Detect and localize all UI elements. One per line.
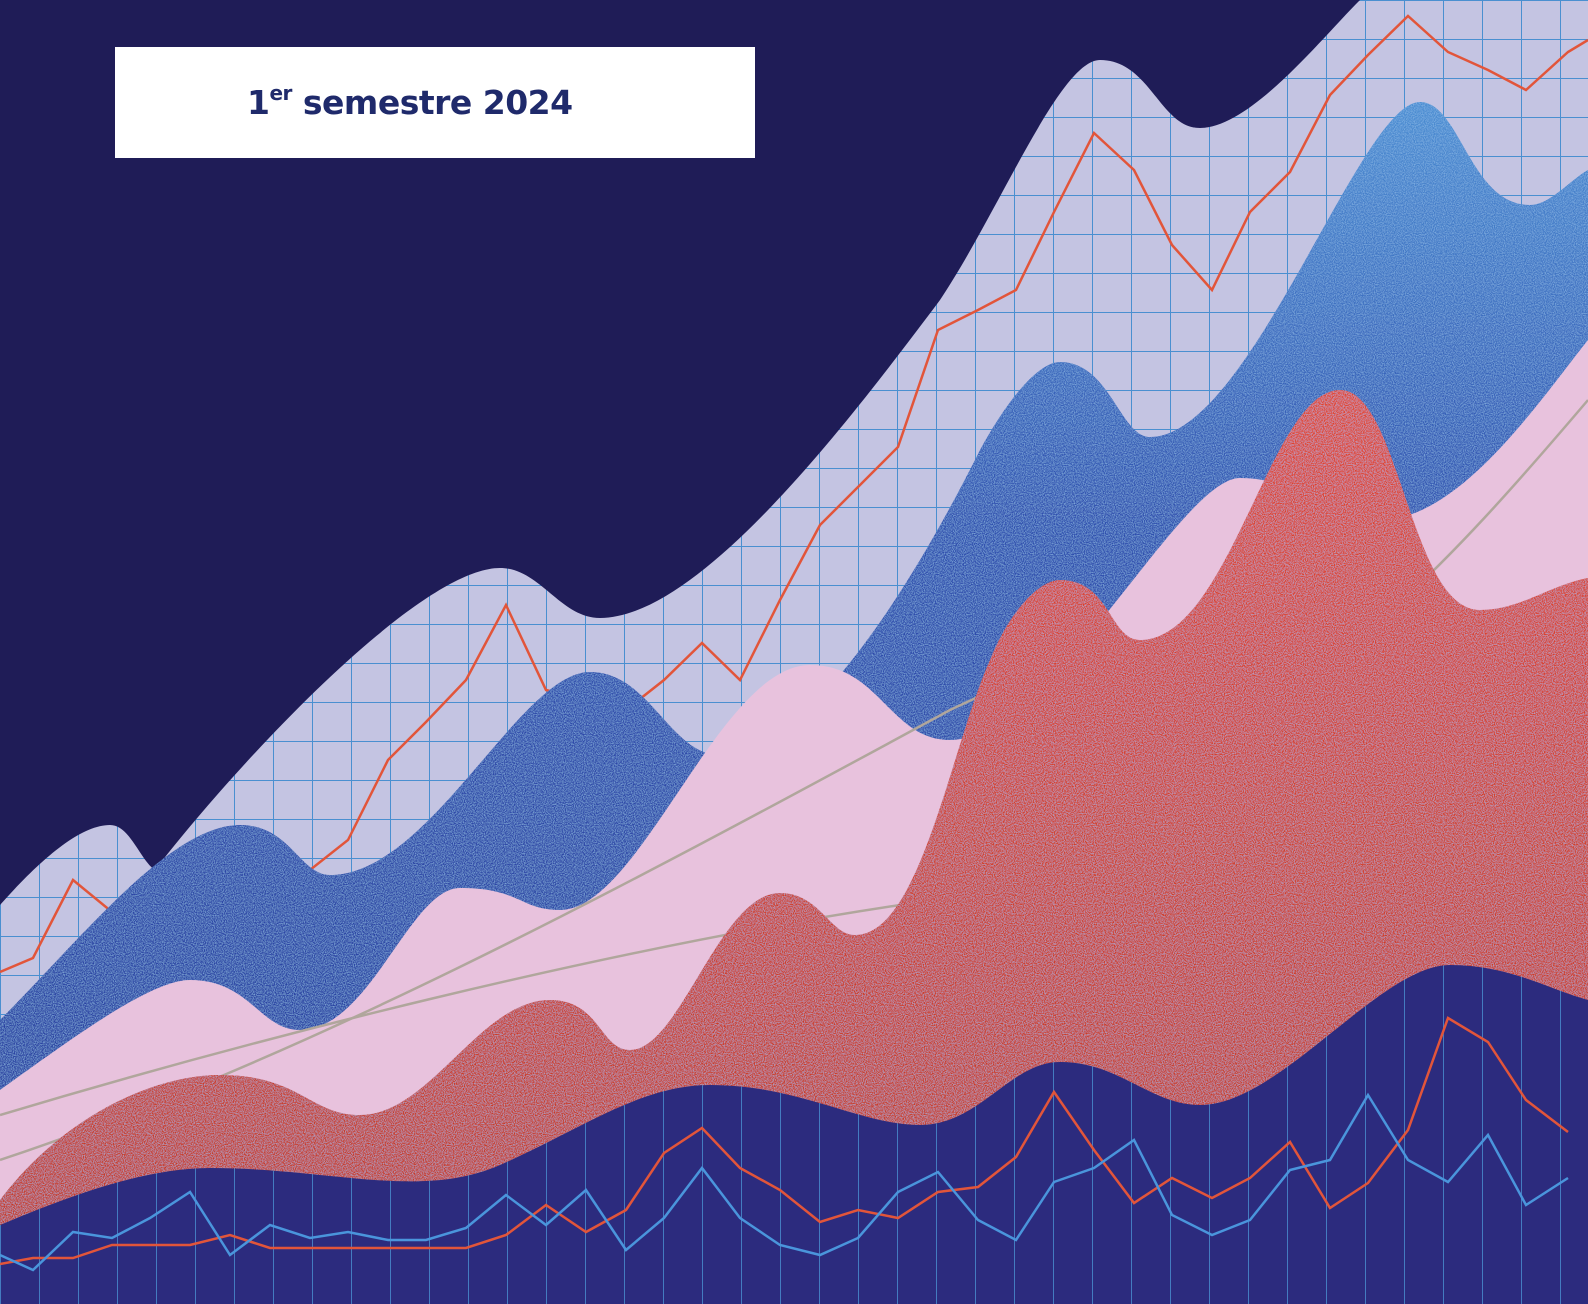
title-box: 1er semestre 2024 <box>115 47 755 158</box>
bottom-area <box>0 965 1588 1304</box>
bottom-line-chart <box>0 1016 1569 1266</box>
title-rest: semestre 2024 <box>302 83 573 122</box>
bottom-line-chart <box>0 1092 1569 1272</box>
title: 1er semestre 2024 <box>247 83 573 122</box>
ordinal-suffix: er <box>269 81 292 105</box>
ordinal: 1 <box>247 83 270 122</box>
red-wave <box>0 390 1588 1304</box>
